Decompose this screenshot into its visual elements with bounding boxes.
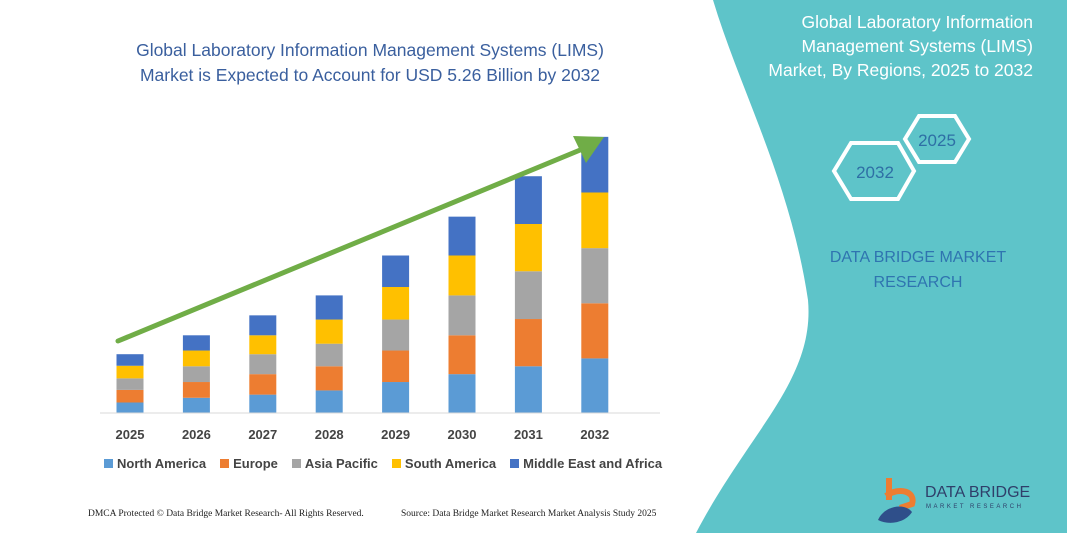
bar-segment-2031-middle-east-and-africa (514, 176, 542, 224)
brand-line1: DATA BRIDGE MARKET (829, 249, 1007, 266)
bar-segment-2026-north-america (182, 397, 210, 413)
logo-icon (878, 478, 916, 523)
bar-segment-2027-asia-pacific (249, 354, 277, 375)
logo-subtitle: MARKET RESEARCH (926, 504, 1024, 510)
x-tick-label: 2027 (248, 427, 277, 442)
hex-end-label: 2032 (856, 163, 894, 182)
bar-segment-2029-north-america (382, 382, 410, 413)
brand-text: DATA BRIDGE MARKET RESEARCH (818, 245, 1018, 295)
legend-swatch (391, 459, 401, 468)
brand-line2: RESEARCH (873, 274, 963, 291)
x-tick-label: 2028 (315, 427, 344, 442)
bar-segment-2027-north-america (249, 394, 277, 413)
copyright-text: DMCA Protected © Data Bridge Market Rese… (88, 509, 364, 519)
logo-name: DATA BRIDGE (925, 484, 1031, 501)
x-tick-label: 2029 (381, 427, 410, 442)
legend-item: Europe (220, 456, 278, 471)
bar-segment-2025-north-america (116, 402, 144, 413)
bar-segment-2031-south-america (514, 224, 542, 272)
stacked-bar-chart: 2025 2026 2027 2028 2029 2030 2031 2032 (116, 136, 609, 442)
legend-label: Europe (233, 456, 278, 471)
side-panel-shape (696, 0, 1067, 533)
legend-swatch (510, 459, 520, 468)
legend-swatch (104, 459, 113, 468)
bar-segment-2026-asia-pacific (182, 366, 210, 383)
bar-segment-2026-europe (182, 382, 210, 398)
legend: North America Europe Asia Pacific South Ame… (104, 456, 662, 471)
bar-segment-2028-europe (315, 366, 343, 391)
bar-segment-2032-north-america (581, 358, 609, 413)
legend-item: South America (391, 456, 497, 471)
legend-label: South America (404, 456, 497, 471)
bar-segment-2029-europe (382, 350, 410, 383)
side-title-line1: Global Laboratory Information (801, 12, 1033, 32)
bar-segment-2029-south-america (382, 287, 410, 320)
x-tick-label: 2026 (182, 427, 211, 442)
bar-segment-2030-middle-east-and-africa (448, 216, 476, 256)
legend-item: Middle East and Africa (510, 456, 662, 471)
trend-arrow (115, 136, 604, 344)
legend-label: North America (117, 456, 207, 471)
hexagon-2025 (902, 114, 972, 164)
bar-segment-2030-north-america (448, 374, 476, 413)
chart-title: Global Laboratory Information Management… (60, 38, 680, 88)
bar-segment-2032-europe (581, 303, 609, 359)
bar-segment-2026-south-america (182, 350, 210, 367)
bar-segment-2032-south-america (581, 192, 609, 249)
legend-swatch (291, 459, 301, 468)
side-panel-title: Global Laboratory Information Management… (703, 10, 1033, 82)
chart-title-line2: Market is Expected to Account for USD 5.… (139, 65, 601, 85)
hex-start-label: 2025 (918, 131, 956, 150)
bar-segment-2025-europe (116, 389, 144, 403)
bar-segment-2029-asia-pacific (382, 319, 410, 351)
x-tick-label: 2032 (580, 427, 609, 442)
bar-segment-2025-middle-east-and-africa (116, 354, 144, 366)
bar-segment-2031-europe (514, 319, 542, 367)
legend-item: North America (104, 456, 206, 471)
x-tick-label: 2030 (448, 427, 477, 442)
bar-segment-2027-south-america (249, 335, 277, 355)
legend-label: Middle East and Africa (523, 456, 663, 471)
bar-segment-2031-asia-pacific (514, 271, 542, 320)
bar-segment-2028-south-america (315, 319, 343, 344)
bar-segment-2030-asia-pacific (448, 295, 476, 336)
bar-segment-2027-europe (249, 374, 277, 395)
bar-segment-2028-middle-east-and-africa (315, 295, 343, 320)
bar-segment-2025-asia-pacific (116, 378, 144, 390)
legend-label: Asia Pacific (304, 456, 378, 471)
bar-segment-2031-north-america (514, 366, 542, 413)
bar-segment-2030-south-america (448, 255, 476, 296)
side-title-line3: Market, By Regions, 2025 to 2032 (768, 60, 1033, 80)
bar-segment-2027-middle-east-and-africa (249, 315, 277, 336)
bar-segment-2028-asia-pacific (315, 343, 343, 367)
source-text: Source: Data Bridge Market Research Mark… (401, 509, 657, 519)
legend-item: Asia Pacific (291, 456, 378, 471)
bar-segment-2025-south-america (116, 365, 144, 379)
hexagon-2032 (831, 141, 917, 201)
chart-title-line1: Global Laboratory Information Management… (136, 40, 604, 60)
bar-segment-2029-middle-east-and-africa (382, 255, 410, 287)
side-title-line2: Management Systems (LIMS) (801, 36, 1033, 56)
legend-swatch (220, 459, 230, 468)
bar-segment-2030-europe (448, 335, 476, 375)
x-tick-label: 2031 (514, 427, 543, 442)
bar-segment-2028-north-america (315, 390, 343, 413)
bar-segment-2026-middle-east-and-africa (182, 335, 210, 351)
bar-segment-2032-asia-pacific (581, 248, 609, 304)
x-tick-label: 2025 (116, 427, 145, 442)
